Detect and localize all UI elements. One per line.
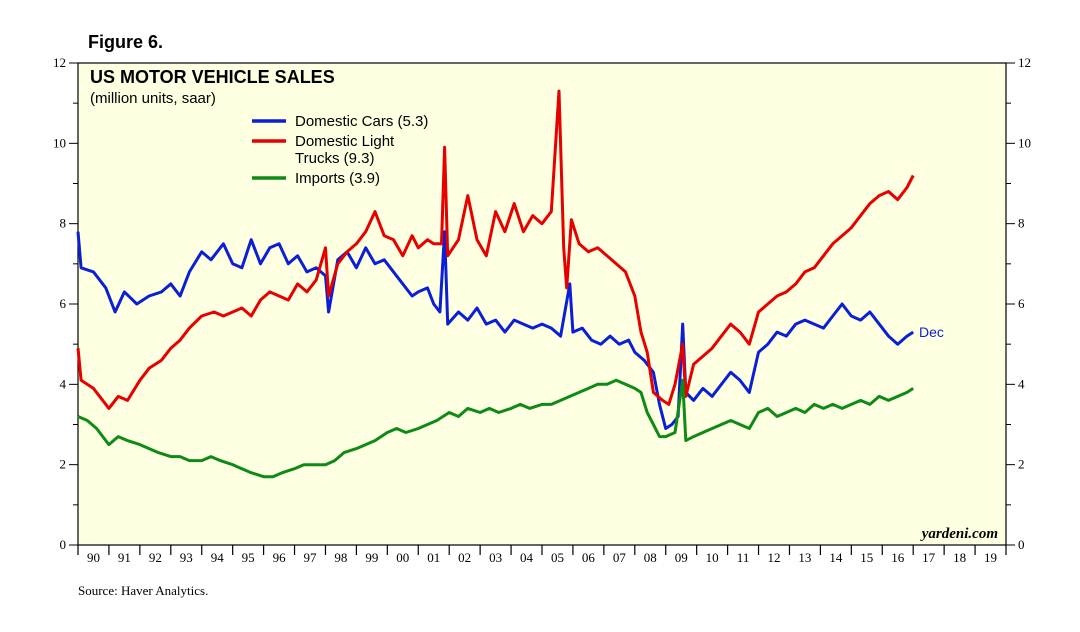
series-lines bbox=[76, 89, 915, 479]
series-line bbox=[77, 378, 915, 479]
x-tick-label: 13 bbox=[798, 550, 811, 565]
legend-label: Trucks (9.3) bbox=[295, 150, 374, 167]
x-tick-label: 00 bbox=[396, 550, 409, 565]
yardeni-watermark: yardeni.com bbox=[920, 526, 998, 542]
x-tick-label: 16 bbox=[891, 550, 905, 565]
x-tick-label: 97 bbox=[304, 550, 318, 565]
y-axis-left: 0 2 4 6 8 10 12 bbox=[53, 55, 78, 552]
legend: Domestic Cars (5.3) Domestic LightTrucks … bbox=[252, 113, 428, 187]
x-tick-label: 06 bbox=[582, 550, 596, 565]
y-tick-label-left: 8 bbox=[60, 216, 67, 231]
y-tick-label-right: 8 bbox=[1018, 216, 1025, 231]
x-tick-label: 94 bbox=[211, 550, 225, 565]
y-tick-label-right: 2 bbox=[1018, 457, 1025, 472]
x-tick-label: 90 bbox=[87, 550, 100, 565]
x-tick-label: 02 bbox=[458, 550, 471, 565]
x-tick-label: 10 bbox=[706, 550, 719, 565]
legend-label: Domestic Cars (5.3) bbox=[295, 113, 428, 130]
y-axis-right: 0 2 4 6 8 10 12 bbox=[1006, 55, 1031, 552]
y-tick-label-left: 12 bbox=[53, 55, 66, 70]
chart-subtitle: (million units, saar) bbox=[90, 90, 216, 107]
x-tick-label: 14 bbox=[829, 550, 843, 565]
x-tick-label: 95 bbox=[242, 550, 255, 565]
series-line bbox=[76, 89, 915, 410]
y-tick-label-right: 6 bbox=[1018, 296, 1025, 311]
x-tick-label: 18 bbox=[953, 550, 966, 565]
x-tick-label: 17 bbox=[922, 550, 936, 565]
legend-label: Domestic Light bbox=[295, 133, 395, 150]
x-tick-label: 91 bbox=[118, 550, 131, 565]
chart-title: US MOTOR VEHICLE SALES bbox=[90, 67, 335, 87]
x-tick-label: 12 bbox=[768, 550, 781, 565]
x-tick-label: 99 bbox=[365, 550, 378, 565]
x-tick-label: 93 bbox=[180, 550, 193, 565]
y-tick-label-right: 12 bbox=[1018, 55, 1031, 70]
y-tick-label-left: 4 bbox=[60, 376, 67, 391]
x-tick-label: 98 bbox=[334, 550, 347, 565]
x-tick-label: 07 bbox=[613, 550, 627, 565]
x-tick-label: 01 bbox=[427, 550, 440, 565]
legend-label: Imports (3.9) bbox=[295, 170, 380, 187]
x-tick-label: 09 bbox=[675, 550, 688, 565]
y-tick-label-right: 10 bbox=[1018, 135, 1031, 150]
y-tick-label-right: 0 bbox=[1018, 537, 1025, 552]
y-tick-label-left: 2 bbox=[60, 457, 67, 472]
x-tick-label: 08 bbox=[644, 550, 657, 565]
x-axis: 90 91 92 93 94 95 96 97 98 99 00 01 02 03 04 05 06 07 08 09… bbox=[77, 545, 1007, 565]
x-tick-label: 11 bbox=[737, 550, 750, 565]
y-tick-label-right: 4 bbox=[1018, 376, 1025, 391]
y-tick-label-left: 10 bbox=[53, 135, 66, 150]
figure-label: Figure 6. bbox=[88, 32, 164, 52]
x-tick-label: 19 bbox=[984, 550, 997, 565]
x-tick-label: 15 bbox=[860, 550, 873, 565]
series-line bbox=[76, 230, 915, 430]
x-tick-label: 92 bbox=[149, 550, 162, 565]
x-tick-label: 05 bbox=[551, 550, 564, 565]
x-tick-label: 04 bbox=[520, 550, 534, 565]
y-tick-label-left: 0 bbox=[60, 537, 67, 552]
x-tick-label: 96 bbox=[273, 550, 287, 565]
y-tick-label-left: 6 bbox=[60, 296, 67, 311]
dec-annotation: Dec bbox=[919, 324, 944, 340]
source-note: Source: Haver Analytics. bbox=[78, 583, 209, 598]
plot-area bbox=[77, 62, 1007, 546]
x-tick-label: 03 bbox=[489, 550, 502, 565]
